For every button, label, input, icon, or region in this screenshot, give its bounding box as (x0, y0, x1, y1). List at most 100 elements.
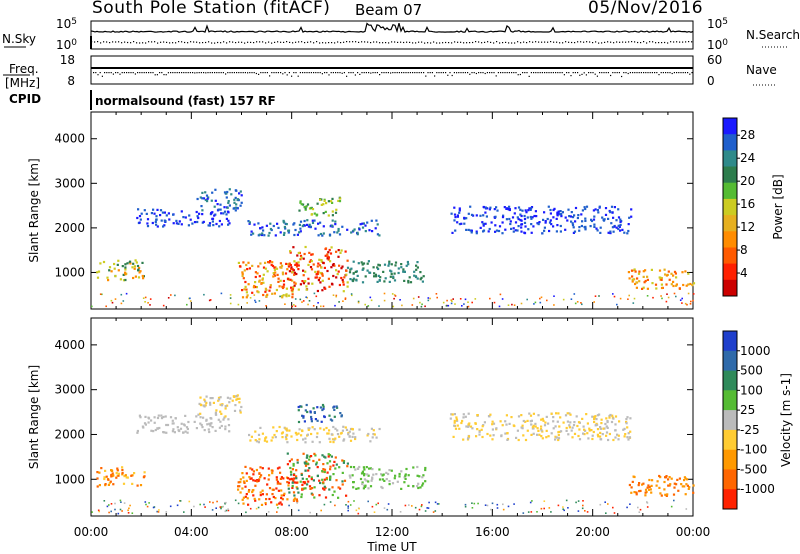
power-echo (643, 281, 646, 284)
velocity-echo (398, 472, 401, 476)
velocity-echo (530, 433, 533, 436)
velocity-echo (366, 434, 369, 437)
velocity-near-echo (420, 505, 423, 508)
power-echo (298, 209, 301, 212)
power-echo (687, 283, 690, 286)
velocity-echo (418, 475, 421, 478)
velocity-echo (226, 396, 229, 399)
noise-search-dot (265, 42, 267, 44)
power-echo (274, 271, 277, 274)
noise-search-dot (217, 41, 219, 44)
power-echo (329, 260, 332, 263)
velocity-echo (540, 418, 543, 421)
velocity-echo (339, 412, 342, 415)
power-near-echo (424, 305, 426, 308)
power-echo (685, 284, 688, 287)
velocity-echo (322, 487, 325, 490)
noise-search-dot (103, 41, 105, 43)
power-echo (342, 290, 345, 293)
velocity-echo (123, 475, 126, 478)
power-near-echo (633, 297, 636, 300)
velocity-echo (422, 474, 425, 477)
power-echo (180, 223, 183, 226)
power-echo (124, 271, 127, 274)
power-echo (291, 296, 294, 299)
power-echo (598, 205, 601, 208)
velocity-near-echo (98, 510, 100, 513)
velocity-echo (211, 426, 214, 429)
velocity-echo (242, 496, 245, 499)
nave-dot (123, 72, 125, 74)
power-echo (219, 208, 222, 211)
noise-search-dot (262, 41, 264, 43)
nave-dot (381, 72, 383, 74)
nave-dot (156, 74, 158, 76)
power-echo (316, 265, 319, 268)
velocity-echo (564, 414, 568, 417)
velocity-near-echo (486, 504, 489, 507)
power-echo (691, 284, 694, 287)
velocity-near-echo (277, 506, 279, 509)
power-echo (514, 207, 517, 210)
velocity-echo (332, 425, 335, 429)
power-echo (269, 284, 272, 287)
noise-search-dot (163, 41, 165, 43)
power-echo (239, 190, 242, 193)
power-echo (593, 225, 596, 228)
noise-search-dot (610, 41, 612, 43)
power-echo (330, 200, 333, 203)
velocity-echo (184, 430, 187, 433)
power-echo (274, 234, 277, 237)
power-echo (523, 221, 527, 224)
power-echo (225, 196, 228, 199)
power-echo (226, 210, 230, 213)
power-echo (134, 259, 137, 262)
power-echo (327, 256, 330, 259)
velocity-echo (136, 484, 139, 487)
power-echo (308, 251, 311, 254)
power-echo (326, 253, 329, 256)
power-echo (257, 291, 260, 294)
velocity-echo (257, 433, 261, 436)
power-near-echo (534, 301, 537, 304)
nave-dot (581, 73, 583, 75)
velocity-echo (541, 417, 544, 420)
power-echo (330, 266, 333, 269)
power-echo (324, 254, 327, 257)
velocity-echo (528, 412, 531, 415)
nave-dot (412, 72, 414, 74)
velocity-echo (103, 477, 106, 481)
velocity-near-echo (234, 499, 237, 502)
noise-search-dot (670, 41, 672, 43)
power-echo (544, 221, 547, 224)
power-echo (383, 263, 387, 266)
noise-search-dot (499, 42, 501, 44)
nave-dot (128, 72, 130, 74)
velocity-echo (501, 424, 504, 427)
nave-dot (372, 72, 374, 74)
velocity-echo (116, 469, 119, 472)
velocity-echo (352, 481, 355, 484)
velocity-echo (557, 431, 560, 434)
nave-dot (134, 73, 136, 75)
velocity-echo (583, 433, 586, 436)
noise-search-dot (160, 41, 162, 43)
power-echo (277, 280, 280, 283)
power-near-echo (539, 301, 542, 304)
velocity-echo (311, 426, 314, 429)
power-echo (544, 220, 547, 223)
power-echo (345, 269, 348, 272)
nave-dot (354, 74, 356, 76)
power-echo (537, 223, 540, 226)
power-echo (574, 206, 578, 210)
power-near-echo (122, 300, 125, 302)
nave-dot (236, 72, 238, 74)
nave-dot (97, 74, 99, 76)
velocity-echo (180, 422, 183, 425)
velocity-echo (323, 488, 326, 491)
power-echo (327, 277, 330, 280)
velocity-echo (311, 487, 314, 490)
nave-dot (269, 75, 271, 77)
velocity-echo (644, 494, 647, 497)
velocity-echo (566, 420, 569, 423)
